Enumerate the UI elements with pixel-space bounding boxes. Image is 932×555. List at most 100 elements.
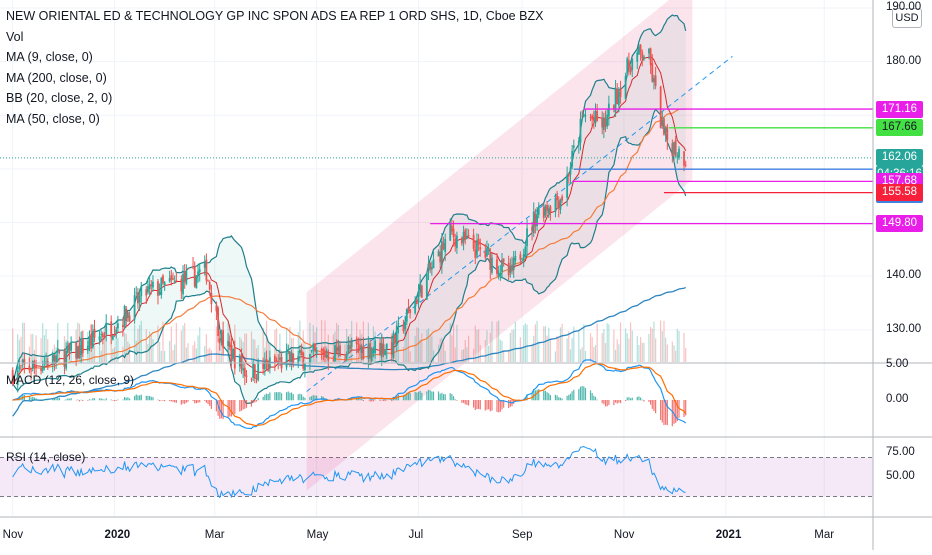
volume-bar: [608, 324, 609, 362]
macd-histogram-bar: [630, 398, 631, 400]
legend-ma9[interactable]: MA (9, close, 0): [6, 47, 543, 68]
macd-histogram-bar: [508, 400, 509, 408]
macd-histogram-bar: [653, 400, 654, 411]
candle-body: [180, 279, 182, 291]
volume-bar: [181, 331, 182, 362]
rsi-axis-label: 50.00: [886, 470, 915, 482]
volume-bar: [182, 326, 183, 362]
candle-body: [444, 239, 446, 252]
macd-histogram-bar: [266, 394, 267, 401]
volume-bar: [583, 324, 584, 362]
rsi-label[interactable]: RSI (14, close): [6, 450, 85, 464]
candle-body: [347, 345, 349, 353]
macd-histogram-bar: [585, 388, 586, 400]
volume-bar: [615, 350, 616, 362]
candle-body: [199, 269, 201, 272]
legend-bb[interactable]: BB (20, close, 2, 0): [6, 88, 543, 109]
legend-vol[interactable]: Vol: [6, 27, 543, 48]
candle-body: [302, 353, 304, 369]
candle-body: [429, 263, 431, 270]
volume-bar: [603, 329, 604, 362]
candle-body: [206, 260, 208, 281]
time-axis-label: 2021: [716, 529, 742, 541]
macd-histogram-bar: [605, 400, 606, 406]
macd-histogram-bar: [278, 392, 279, 400]
candle-body: [30, 371, 32, 372]
candle-body: [100, 334, 102, 335]
volume-bar: [550, 339, 551, 362]
candle-body: [620, 88, 622, 96]
candle-body: [286, 353, 288, 367]
macd-histogram-bar: [648, 400, 649, 402]
macd-histogram-bar: [274, 392, 275, 400]
candle-body: [409, 309, 411, 313]
macd-histogram-bar: [44, 399, 45, 400]
candle-body: [211, 293, 213, 304]
macd-histogram-bar: [40, 399, 41, 400]
candle-body: [222, 330, 224, 348]
legend-ma50[interactable]: MA (50, close, 0): [6, 109, 543, 130]
volume-bar: [678, 331, 679, 362]
candle-body: [115, 330, 117, 334]
candle-body: [383, 344, 385, 355]
macd-histogram-bar: [321, 396, 322, 400]
candle-body: [374, 340, 376, 353]
macd-label[interactable]: MACD (12, 26, close, 9): [6, 373, 134, 387]
volume-bar: [418, 328, 419, 362]
candle-body: [252, 362, 254, 378]
candle-body: [145, 289, 147, 295]
volume-bar: [675, 351, 676, 362]
candle-body: [663, 118, 665, 134]
candle-body: [137, 293, 139, 304]
volume-bar: [35, 335, 36, 362]
macd-histogram-bar: [244, 400, 245, 409]
candle-body: [625, 76, 627, 99]
macd-histogram-bar: [445, 394, 446, 400]
candle-body: [461, 238, 463, 244]
candle-body: [334, 345, 336, 361]
candle-body: [608, 104, 610, 117]
macd-histogram-bar: [127, 397, 128, 400]
volume-bar: [116, 320, 117, 362]
macd-histogram-bar: [146, 396, 147, 400]
candle-body: [386, 344, 388, 350]
candle-body: [546, 205, 548, 211]
macd-histogram-bar: [181, 400, 182, 405]
volume-bar: [455, 348, 456, 362]
candle-body: [503, 258, 505, 261]
volume-bar: [20, 337, 21, 362]
macd-histogram-bar: [137, 395, 138, 400]
candle-body: [419, 283, 421, 293]
macd-histogram-bar: [672, 400, 673, 426]
volume-bar: [500, 340, 501, 362]
volume-bar: [625, 328, 626, 362]
volume-bar: [263, 328, 264, 362]
candle-body: [456, 235, 458, 248]
macd-histogram-bar: [578, 389, 579, 400]
macd-histogram-bar: [500, 400, 501, 412]
volume-bar: [161, 351, 162, 362]
volume-bar: [451, 335, 452, 362]
macd-histogram-bar: [56, 399, 57, 401]
candle-body: [489, 252, 491, 269]
macd-histogram-bar: [176, 400, 177, 403]
macd-histogram-bar: [570, 394, 571, 401]
symbol-title[interactable]: NEW ORIENTAL ED & TECHNOLOGY GP INC SPON…: [6, 6, 543, 27]
candle-body: [451, 226, 453, 232]
candle-body: [40, 369, 42, 371]
macd-histogram-bar: [187, 400, 188, 402]
candle-body: [428, 264, 430, 271]
price-axis-label: 190.00: [886, 1, 921, 13]
macd-histogram-bar: [455, 399, 456, 400]
candle-body: [124, 306, 126, 327]
legend-ma200[interactable]: MA (200, close, 0): [6, 68, 543, 89]
macd-histogram-bar: [374, 399, 375, 400]
macd-histogram-bar: [256, 400, 257, 402]
candle-body: [94, 329, 96, 338]
macd-histogram-bar: [491, 400, 492, 411]
volume-bar: [660, 321, 661, 362]
volume-bar: [122, 347, 123, 362]
candle-body: [438, 251, 440, 256]
candle-body: [538, 207, 540, 215]
volume-bar: [642, 343, 643, 362]
